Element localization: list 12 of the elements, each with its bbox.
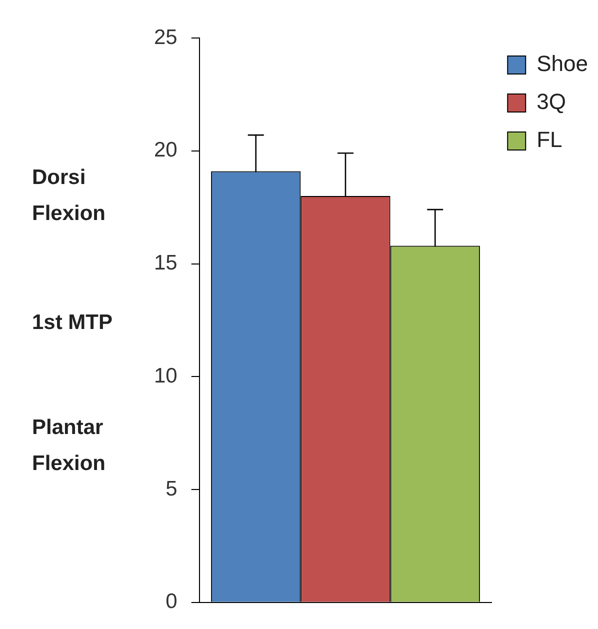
y-tick-label: 15	[154, 252, 178, 275]
y-tick-label: 5	[166, 477, 178, 500]
y-tick-label: 25	[154, 26, 178, 49]
y-tick-label: 0	[166, 590, 178, 614]
text: 1st MTP	[32, 310, 114, 336]
y-tick-label: 10	[154, 364, 178, 388]
text: Plantar Flexion	[32, 415, 107, 477]
legend-label: Shoe	[536, 51, 588, 76]
legend-label: FL	[536, 127, 562, 152]
text: Dorsi Flexion	[32, 165, 107, 227]
legend-label: 3Q	[536, 89, 566, 114]
y-tick-label: 20	[154, 138, 178, 162]
